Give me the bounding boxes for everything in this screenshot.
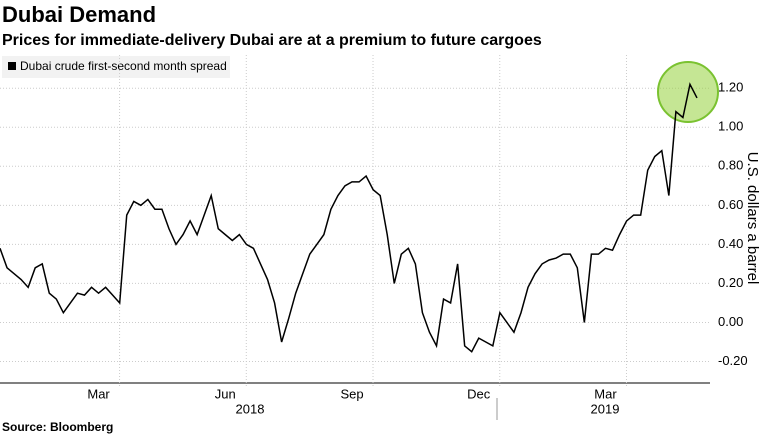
chart-title: Dubai Demand bbox=[2, 2, 156, 27]
x-tick-label: Mar bbox=[594, 386, 617, 401]
y-tick-label: 0.20 bbox=[718, 275, 743, 290]
legend-label: Dubai crude first-second month spread bbox=[20, 59, 227, 73]
y-tick-label: 0.60 bbox=[718, 197, 743, 212]
y-tick-label: -0.20 bbox=[718, 353, 748, 368]
source: Source: Bloomberg bbox=[2, 420, 113, 434]
legend-swatch bbox=[8, 62, 16, 70]
y-tick-label: 0.80 bbox=[718, 158, 743, 173]
y-tick-label: 0.00 bbox=[718, 314, 743, 329]
y-tick-label: 1.00 bbox=[718, 119, 743, 134]
y-tick-label: 0.40 bbox=[718, 236, 743, 251]
x-tick-label: Dec bbox=[467, 386, 491, 401]
data-line bbox=[0, 82, 698, 353]
chart-subtitle: Prices for immediate-delivery Dubai are … bbox=[2, 32, 542, 49]
y-axis-label: U.S. dollars a barrel bbox=[744, 152, 761, 285]
x-tick-label: Mar bbox=[87, 386, 110, 401]
y-tick-label: 1.20 bbox=[718, 80, 743, 95]
year-label: 2018 bbox=[236, 401, 265, 416]
legend-box bbox=[2, 56, 230, 78]
year-label: 2019 bbox=[591, 401, 620, 416]
x-tick-label: Jun bbox=[215, 386, 236, 401]
x-tick-label: Sep bbox=[340, 386, 363, 401]
